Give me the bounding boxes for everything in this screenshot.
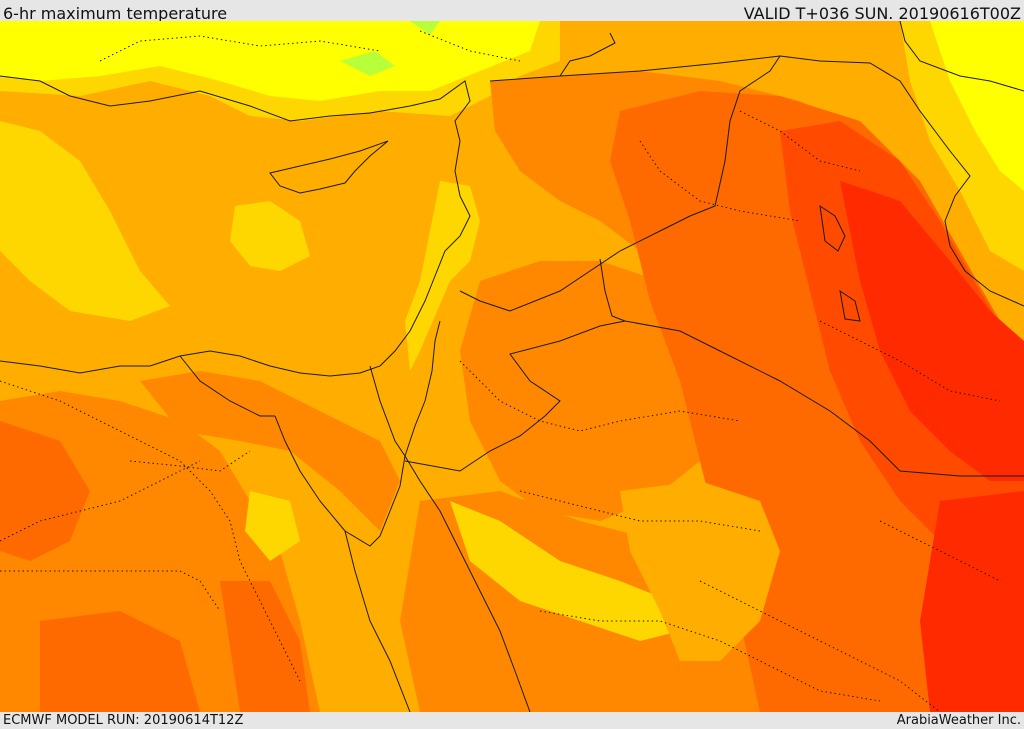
temperature-zone-sea-yellow-2	[230, 201, 310, 271]
country-borders	[0, 21, 1024, 712]
temperature-zone-levant-yellow	[405, 181, 480, 371]
temperature-zone-red-south	[920, 491, 1024, 712]
temperature-zone-red	[840, 181, 1024, 481]
model-run: ECMWF MODEL RUN: 20190614T12Z	[3, 713, 244, 728]
temperature-zone-green-2	[410, 21, 440, 35]
temperature-zone-egypt-red	[0, 421, 90, 561]
temperature-zone-arabia-yellow	[450, 501, 680, 641]
temperature-zone-sinai-yellow	[245, 491, 300, 561]
temperature-zone-bright-yellow	[0, 21, 540, 101]
province-borders	[0, 30, 1001, 712]
temperature-zone-sea-yellow	[0, 121, 170, 321]
valid-time: VALID T+036 SUN. 20190616T00Z	[743, 4, 1021, 21]
temperature-zone-arabia-amber	[620, 481, 780, 661]
map-title: 6-hr maximum temperature	[3, 4, 228, 21]
temperature-zone-egypt-red-2	[40, 611, 200, 712]
credit-text: ArabiaWeather Inc.	[896, 713, 1021, 728]
temperature-zone-green	[340, 51, 395, 76]
temperature-map	[0, 21, 1024, 712]
temperature-zone-orange-sinai	[140, 371, 400, 531]
temperature-zone-bright-yellow-east	[930, 21, 1024, 191]
temperature-zone-nile-red	[220, 581, 310, 712]
